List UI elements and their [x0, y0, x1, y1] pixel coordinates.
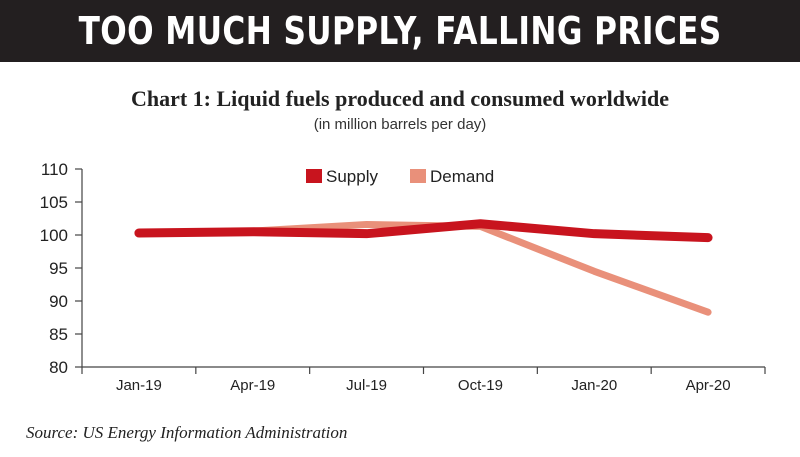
y-tick-label: 95	[49, 259, 68, 278]
legend-label-supply: Supply	[326, 167, 378, 186]
line-chart: 80 85 90 95 100 105 110 Jan-19 Apr-19 Jul-19 Oct-…	[40, 160, 766, 394]
y-tick-label: 100	[40, 226, 68, 245]
header-banner: TOO MUCH SUPPLY, FALLING PRICES	[0, 0, 800, 62]
source-note: Source: US Energy Information Administra…	[26, 423, 348, 442]
legend-swatch-supply	[306, 169, 322, 183]
x-tick-label: Apr-20	[686, 377, 731, 394]
x-tick-label: Jan-20	[571, 377, 617, 394]
x-tick-label: Jul-19	[346, 377, 387, 394]
banner-title: TOO MUCH SUPPLY, FALLING PRICES	[78, 9, 722, 53]
x-axis: Jan-19 Apr-19 Jul-19 Oct-19 Jan-20 Apr-20	[81, 366, 766, 394]
legend-label-demand: Demand	[430, 167, 494, 186]
y-tick-label: 80	[49, 358, 68, 377]
x-tick-label: Jan-19	[116, 377, 162, 394]
y-tick-label: 110	[41, 160, 68, 179]
legend-swatch-demand	[410, 169, 426, 183]
y-axis: 80 85 90 95 100 105 110	[40, 160, 83, 377]
x-tick-label: Apr-19	[230, 377, 275, 394]
chart-title: Chart 1: Liquid fuels produced and consu…	[130, 86, 670, 111]
supply-line	[134, 219, 713, 243]
x-tick-label: Oct-19	[458, 377, 503, 394]
series-lines	[134, 219, 713, 316]
chart-subtitle: (in million barrels per day)	[313, 116, 487, 133]
y-tick-label: 105	[40, 193, 68, 212]
y-tick-label: 85	[49, 325, 68, 344]
legend: Supply Demand	[306, 167, 494, 186]
y-tick-label: 90	[49, 292, 68, 311]
